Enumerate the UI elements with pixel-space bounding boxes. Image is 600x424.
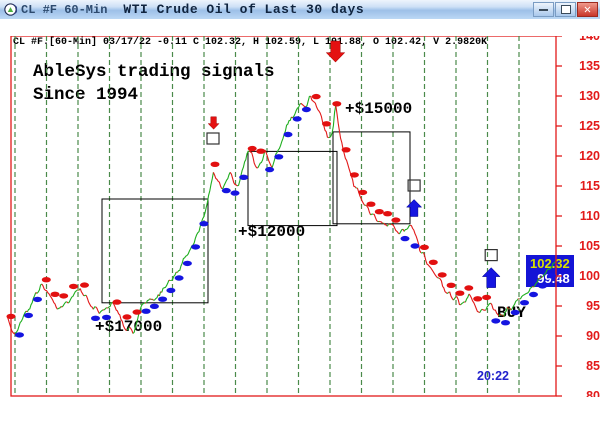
svg-text:130: 130 <box>579 89 600 103</box>
svg-text:120: 120 <box>579 149 600 163</box>
svg-text:135: 135 <box>579 59 600 73</box>
svg-text:110: 110 <box>580 209 600 223</box>
svg-text:115: 115 <box>580 179 600 193</box>
svg-text:85: 85 <box>586 359 600 373</box>
svg-text:140: 140 <box>579 36 600 43</box>
svg-text:100: 100 <box>579 269 600 283</box>
svg-text:105: 105 <box>579 239 600 253</box>
svg-text:125: 125 <box>579 119 600 133</box>
svg-text:95: 95 <box>586 299 600 313</box>
svg-text:90: 90 <box>586 329 600 343</box>
svg-text:80: 80 <box>586 389 600 397</box>
